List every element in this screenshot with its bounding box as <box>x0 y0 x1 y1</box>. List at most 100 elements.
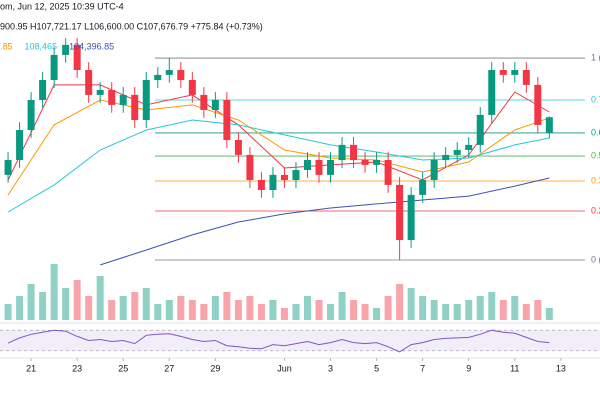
volume-bar <box>4 304 12 320</box>
volume-bar <box>223 292 231 320</box>
candle-body <box>257 180 265 190</box>
rsi-line <box>7 329 550 353</box>
candle-body <box>384 160 392 185</box>
volume-bar <box>361 304 369 320</box>
volume-bar <box>407 288 415 320</box>
fib-label: 1 ( <box>591 52 600 62</box>
ma-label: .85 <box>0 41 13 51</box>
candle-body <box>269 174 277 190</box>
x-tick-label: 27 <box>164 363 174 373</box>
candle-body <box>73 44 81 70</box>
x-tick-label: 9 <box>466 363 471 373</box>
volume-bar <box>419 296 427 320</box>
candle-body <box>39 80 47 100</box>
volume-bar <box>315 300 323 320</box>
fib-label: 0.3 <box>591 175 600 185</box>
x-tick-label: 7 <box>420 363 425 373</box>
volume-bar <box>142 288 150 320</box>
candle-body <box>488 70 496 115</box>
candle-body <box>442 154 450 160</box>
ma-label: 104,396.85 <box>69 41 114 51</box>
x-tick-label: 13 <box>556 363 566 373</box>
volume-bar <box>522 304 530 320</box>
volume-bar <box>465 300 473 320</box>
x-tick-label: 29 <box>210 363 220 373</box>
x-tick-label: 11 <box>510 363 519 373</box>
candle-body <box>177 70 185 80</box>
moving-average <box>100 177 550 266</box>
candle-body <box>419 180 427 195</box>
volume-bar <box>373 308 381 320</box>
candle-body <box>142 80 150 120</box>
ma-label: 108,465 <box>25 41 58 51</box>
candle-body <box>499 70 507 75</box>
volume-bar <box>27 284 35 320</box>
candle-body <box>430 160 438 180</box>
candle-body <box>50 54 58 80</box>
candle-body <box>327 160 335 175</box>
x-tick-label: 25 <box>118 363 128 373</box>
volume-bar <box>396 284 404 320</box>
candle-body <box>545 117 553 133</box>
volume-bar <box>280 308 288 320</box>
volume-bar <box>200 304 208 320</box>
candle-body <box>108 90 116 105</box>
volume-bar <box>119 296 127 320</box>
x-tick-label: 3 <box>328 363 333 373</box>
volume-bar <box>453 304 461 320</box>
volume-bar <box>545 308 553 320</box>
header-text: 900.95 H107,721.17 L106,600.00 C107,676.… <box>0 21 263 31</box>
candle-body <box>119 94 127 105</box>
candle-body <box>131 94 139 120</box>
volume-bar <box>234 300 242 320</box>
candle-body <box>188 80 196 95</box>
volume-bar <box>327 304 335 320</box>
volume-bar <box>50 264 58 320</box>
candle-body <box>350 144 358 160</box>
candle-body <box>246 154 254 180</box>
candle-body <box>522 70 530 85</box>
candle-body <box>396 184 404 240</box>
candle-body <box>465 144 473 150</box>
volume-bar <box>269 300 277 320</box>
volume-bar <box>177 296 185 320</box>
volume-bar <box>499 300 507 320</box>
volume-bar <box>73 280 81 320</box>
candle-body <box>165 70 173 75</box>
volume-bar <box>292 304 300 320</box>
volume-bar <box>488 292 496 320</box>
volume-bar <box>534 300 542 320</box>
candle-body <box>511 70 519 75</box>
x-tick-label: Jun <box>277 363 292 373</box>
volume-bar <box>16 296 24 320</box>
fib-label: 0.7 <box>591 94 600 104</box>
volume-bar <box>165 300 173 320</box>
candle-body <box>476 114 484 145</box>
fib-label: 0.5 <box>591 150 600 160</box>
volume-bar <box>108 300 116 320</box>
candle-body <box>200 94 208 110</box>
fib-label: 0 ( <box>591 254 600 264</box>
volume-bar <box>384 296 392 320</box>
volume-bar <box>476 296 484 320</box>
x-tick-label: 23 <box>72 363 82 373</box>
volume-bar <box>62 288 70 320</box>
candle-body <box>453 150 461 155</box>
volume-bar <box>338 292 346 320</box>
volume-bar <box>188 300 196 320</box>
fib-label: 0.6 <box>591 127 600 137</box>
fib-label: 0.2 <box>591 205 600 215</box>
candle-body <box>315 160 323 175</box>
candle-body <box>234 140 242 155</box>
candle-body <box>62 44 70 55</box>
candle-body <box>211 100 219 110</box>
x-tick-label: 5 <box>374 363 379 373</box>
volume-bar <box>442 304 450 320</box>
volume-bar <box>131 292 139 320</box>
candle-body <box>407 194 415 240</box>
candle-body <box>373 160 381 165</box>
volume-bar <box>350 300 358 320</box>
header-text: om, Jun 12, 2025 10:39 UTC-4 <box>0 1 124 11</box>
volume-bar <box>211 296 219 320</box>
